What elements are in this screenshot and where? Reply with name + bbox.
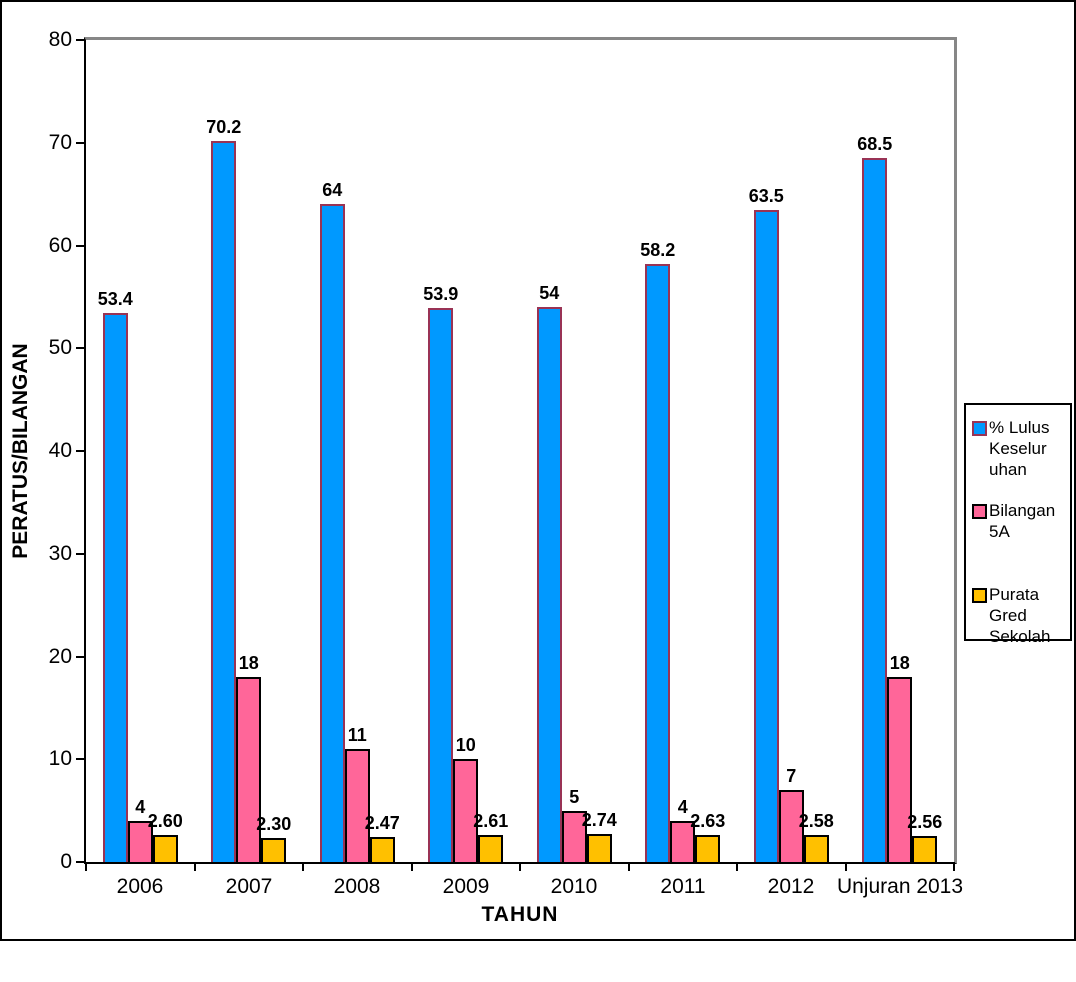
x-category-label: 2011: [660, 875, 706, 898]
bar-value-label: 2.30: [256, 814, 292, 834]
bar-value-label: 2.47: [364, 813, 400, 833]
y-tick-label: 50: [48, 336, 72, 359]
bar-value-label: 53.4: [97, 289, 133, 309]
bar-series1-2011: [645, 264, 671, 862]
y-tick-label: 60: [48, 234, 72, 257]
bar-series3-2009: [478, 835, 504, 862]
bar-series2-2010: [561, 811, 587, 862]
bar-value-label: 5: [569, 787, 580, 807]
y-tick-label: 80: [48, 28, 72, 51]
y-tick-label: 20: [48, 645, 72, 668]
bar-series3-2011: [695, 835, 721, 862]
bar-value-label: 58.2: [640, 240, 676, 260]
bar-value-label: 54: [539, 283, 560, 303]
x-tick-mark: [628, 862, 630, 871]
bar-series1-2006: [102, 313, 128, 862]
x-tick-mark: [302, 862, 304, 871]
legend-swatch-icon: [972, 504, 987, 519]
bar-series3-2006: [152, 835, 178, 862]
bar-series1-2010: [536, 307, 562, 862]
plot-area: 53.4 4 2.60 70.2 18 2.30 64 11 2.47 53.9 10 2.61 54 5…: [84, 37, 957, 864]
chart-figure: PERATUS/BILANGAN 53.4 4 2.60 70.2 18 2.30 64 11…: [0, 0, 1076, 941]
x-tick-mark: [519, 862, 521, 871]
y-tick-label: 30: [48, 542, 72, 565]
bar-series1-2007: [211, 141, 237, 862]
legend-swatch-icon: [972, 588, 987, 603]
bar-value-label: 7: [786, 766, 797, 786]
bar-series3-2008: [369, 837, 395, 862]
y-tick-label: 10: [48, 747, 72, 770]
legend-entry-series2: Bilangan 5A: [972, 500, 1070, 542]
x-tick-mark: [85, 862, 87, 871]
y-tick-mark: [76, 450, 84, 452]
bar-series2-2006: [127, 821, 153, 862]
x-category-label: 2009: [442, 875, 490, 898]
bar-value-label: 4: [677, 797, 688, 817]
bar-value-label: 18: [889, 653, 910, 673]
x-category-label: Unjuran 2013: [836, 875, 964, 898]
bar-series2-Unjuran 2013: [887, 677, 913, 862]
y-tick-label: 40: [48, 439, 72, 462]
x-tick-mark: [194, 862, 196, 871]
bar-value-label: 4: [135, 797, 146, 817]
bar-value-label: 18: [238, 653, 259, 673]
bar-series2-2009: [453, 759, 479, 862]
x-tick-mark: [953, 862, 955, 871]
bar-value-label: 64: [322, 180, 343, 200]
x-tick-mark: [736, 862, 738, 871]
y-tick-mark: [76, 861, 84, 863]
bar-value-label: 63.5: [748, 186, 784, 206]
bar-series3-Unjuran 2013: [912, 836, 938, 862]
y-tick-mark: [76, 347, 84, 349]
x-axis-title: TAHUN: [481, 903, 559, 926]
bar-value-label: 10: [455, 735, 476, 755]
legend-entry-series3: Purata Gred Sekolah: [972, 584, 1070, 647]
legend-label: % Lulus Keselur uhan: [989, 418, 1050, 479]
bar-value-label: 53.9: [423, 284, 459, 304]
bar-series1-2008: [319, 204, 345, 862]
bar-series2-2007: [236, 677, 262, 862]
x-category-label: 2010: [550, 875, 598, 898]
x-category-label: 2007: [225, 875, 273, 898]
bar-value-label: 2.74: [581, 810, 617, 830]
bar-series2-2008: [344, 749, 370, 862]
y-tick-mark: [76, 758, 84, 760]
x-category-label: 2006: [116, 875, 164, 898]
bar-value-label: 70.2: [206, 117, 242, 137]
bar-value-label: 2.63: [690, 811, 726, 831]
bar-value-label: 11: [347, 725, 367, 745]
legend-label: Purata Gred Sekolah: [989, 585, 1051, 646]
bar-series1-Unjuran 2013: [862, 158, 888, 862]
y-tick-mark: [76, 142, 84, 144]
bar-series3-2010: [586, 834, 612, 862]
bar-series2-2011: [670, 821, 696, 862]
y-tick-label: 0: [60, 850, 72, 873]
bar-value-label: 2.58: [798, 811, 834, 831]
y-tick-mark: [76, 553, 84, 555]
y-tick-mark: [76, 39, 84, 41]
x-category-label: 2008: [333, 875, 381, 898]
bar-series3-2007: [261, 838, 287, 862]
bar-value-label: 2.56: [907, 812, 943, 832]
bar-series2-2012: [778, 790, 804, 862]
y-tick-mark: [76, 245, 84, 247]
bars-layer: 53.4 4 2.60 70.2 18 2.30 64 11 2.47 53.9 10 2.61 54 5…: [86, 40, 954, 862]
x-tick-mark: [411, 862, 413, 871]
legend-swatch-icon: [972, 421, 987, 436]
legend-label: Bilangan 5A: [989, 501, 1056, 541]
bar-value-label: 2.60: [147, 811, 183, 831]
y-tick-label: 70: [48, 131, 72, 154]
bar-series3-2012: [803, 835, 829, 862]
x-category-label: 2012: [767, 875, 815, 898]
bar-value-label: 2.61: [473, 811, 509, 831]
bar-series1-2009: [428, 308, 454, 862]
x-tick-mark: [845, 862, 847, 871]
bar-value-label: 68.5: [857, 134, 893, 154]
legend: % Lulus Keselur uhan Bilangan 5A Purata Gred Se…: [964, 403, 1072, 646]
y-tick-mark: [76, 656, 84, 658]
bar-series1-2012: [753, 210, 779, 862]
legend-entry-series1: % Lulus Keselur uhan: [972, 417, 1070, 480]
